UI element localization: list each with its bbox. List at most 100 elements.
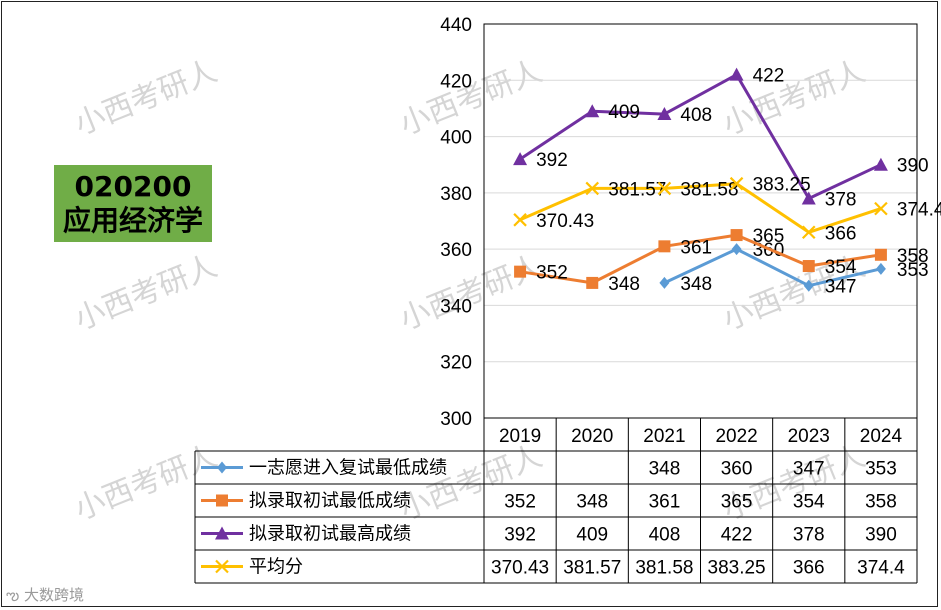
data-point [585,181,600,196]
legend-entry: 平均分 [201,557,303,578]
table-cell: 352 [504,492,536,513]
table-cell: 360 [721,459,753,480]
data-label: 392 [536,150,568,171]
legend-entry: 一志愿进入复试最低成绩 [201,458,447,479]
y-tick-label: 440 [440,15,472,36]
data-point [873,157,888,171]
data-label: 366 [825,223,857,244]
legend-marker [217,461,227,474]
data-point [514,265,527,278]
data-point [513,213,527,227]
footer-logo: ఌ 大数跨境 [6,584,84,608]
legend-marker [215,526,229,540]
table-header-year: 2020 [571,426,613,447]
table-cell: 370.43 [491,558,549,579]
data-label: 354 [825,257,857,278]
watermark-text: 小西考研人 [718,439,870,528]
series-line [519,73,882,200]
data-point [874,248,887,261]
data-point [658,240,671,253]
data-label: 378 [825,189,857,210]
legend-marker [215,559,229,574]
data-label: 383.25 [753,175,811,196]
table-cell: 348 [649,459,681,480]
legend-label: 平均分 [249,557,303,578]
data-label: 408 [680,105,712,126]
data-point [731,243,742,256]
data-label: 365 [753,226,785,247]
table-cell: 409 [576,525,608,546]
watermark-text: 小西考研人 [70,249,222,338]
table-cell: 381.58 [635,558,693,579]
table-cell: 354 [793,492,825,513]
data-point [730,229,743,242]
table-cell: 383.25 [708,558,766,579]
legend-entry: 拟录取初试最高成绩 [201,524,411,545]
data-label: 348 [680,274,712,295]
table-header-year: 2022 [715,426,757,447]
watermark-text: 小西考研人 [70,54,222,143]
data-point [513,152,528,166]
watermark-text: 小西考研人 [718,54,870,143]
table-cell: 361 [649,492,681,513]
legend-label: 一志愿进入复试最低成绩 [249,458,447,479]
table-cell: 358 [865,492,897,513]
data-label: 361 [680,237,712,258]
y-axis: 300 320 340 360 380 400 420 440 [440,15,472,430]
data-point [659,276,670,289]
y-tick-label: 320 [440,353,472,374]
data-point [586,276,599,289]
series-line [519,182,882,234]
data-label: 381.57 [608,179,666,200]
data-table: 2019 2020 2021 2022 2023 2024 一志愿进入复试最低成绩 348 36… [194,417,918,584]
data-label: 409 [608,102,640,123]
table-cell: 374.4 [857,558,905,579]
y-tick-label: 340 [440,296,472,317]
data-label: 370.43 [536,211,594,232]
program-code: 020200 [74,170,192,203]
data-point [801,225,816,240]
y-tick-label: 360 [440,240,472,261]
legend-marker [216,494,228,507]
table-header-year: 2023 [788,426,830,447]
data-point [803,279,814,292]
footer-logo-icon: ఌ [6,586,20,604]
data-label: 422 [753,66,785,87]
program-name: 应用经济学 [62,204,203,237]
data-point [729,176,744,191]
table-cell: 378 [793,525,825,546]
legend-label: 拟录取初试最高成绩 [249,524,411,545]
table-cell: 366 [793,558,825,579]
y-tick-label: 380 [440,184,472,205]
table-cell: 422 [721,525,753,546]
y-tick-label: 400 [440,128,472,149]
table-cell: 347 [793,459,825,480]
data-label: 374.4 [897,200,941,221]
data-label: 381.58 [680,179,738,200]
data-label: 352 [536,263,568,284]
data-label: 347 [825,277,857,298]
table-cell: 408 [649,525,681,546]
data-label: 353 [897,260,929,281]
data-point [729,67,744,81]
data-point [802,260,815,273]
data-point [875,262,886,275]
watermark-text: 小西考研人 [395,249,547,338]
table-cell: 353 [865,459,897,480]
legend-label: 拟录取初试最低成绩 [249,491,411,512]
data-point [657,107,672,121]
data-point [874,201,888,216]
table-header-year: 2019 [499,426,541,447]
table-header-year: 2021 [643,426,685,447]
series-triangle: 392 409 408 422 378 390 [513,66,929,210]
program-badge: 020200 应用经济学 [54,165,212,242]
table-cell: 365 [721,492,753,513]
data-point [657,181,672,196]
series-square: 352 348 361 365 354 358 [514,226,929,295]
watermark-text: 小西考研人 [70,439,222,528]
footer-logo-text: 大数跨境 [24,586,85,604]
data-point [801,191,816,205]
